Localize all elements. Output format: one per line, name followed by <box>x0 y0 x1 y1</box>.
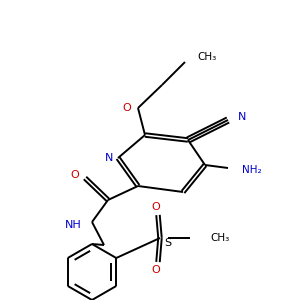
Text: O: O <box>152 265 160 275</box>
Text: O: O <box>70 170 79 180</box>
Text: N: N <box>238 112 246 122</box>
Text: O: O <box>122 103 131 113</box>
Text: N: N <box>105 153 113 163</box>
Text: O: O <box>152 202 160 212</box>
Text: NH: NH <box>65 220 82 230</box>
Text: NH₂: NH₂ <box>242 165 262 175</box>
Text: CH₃: CH₃ <box>210 233 229 243</box>
Text: S: S <box>164 238 171 248</box>
Text: CH₃: CH₃ <box>197 52 216 62</box>
